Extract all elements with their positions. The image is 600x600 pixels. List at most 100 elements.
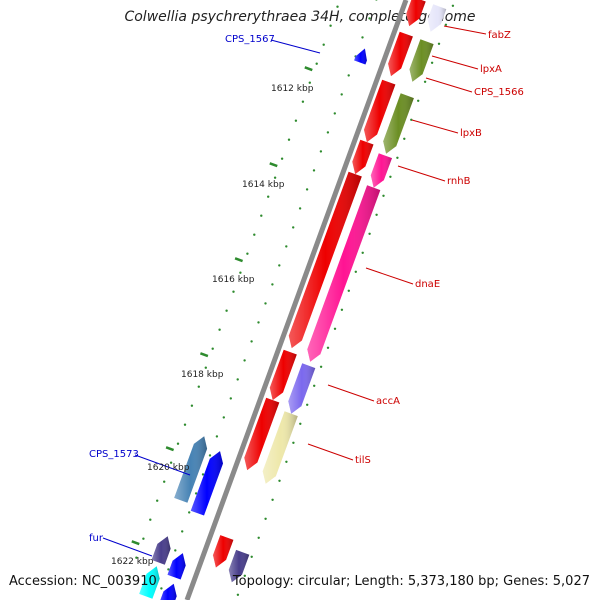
tick-dot (204, 366, 207, 369)
tick-dot (264, 302, 267, 305)
tick-dot (236, 593, 240, 596)
gene-label-accA[interactable]: accA (376, 396, 400, 407)
tick-dot (135, 556, 138, 559)
tick-dot (174, 549, 177, 552)
tick-dot (267, 195, 270, 198)
scale-major-tick (269, 162, 278, 168)
tick-dot (333, 327, 337, 330)
tick-dot (285, 245, 288, 248)
scale-label-1614: 1614 kbp (242, 180, 285, 190)
gene-label-lpxB[interactable]: lpxB (460, 128, 482, 139)
gene-feature-shade (370, 153, 392, 188)
tick-dot (257, 536, 260, 539)
gene-feature-shade (288, 363, 316, 414)
tick-dot (201, 473, 205, 476)
tick-dot (239, 271, 242, 274)
gene-feature-shade (244, 397, 280, 471)
gene-label-tilS[interactable]: tilS (355, 455, 371, 466)
tick-dot (340, 308, 344, 311)
gene-label-fur[interactable]: fur (89, 533, 104, 544)
leader-line (270, 39, 321, 54)
tick-dot (197, 385, 200, 388)
tick-dot (322, 43, 325, 46)
tick-dot (354, 270, 357, 273)
tick-dot (417, 99, 420, 103)
tick-dot (188, 511, 191, 514)
scale-label-1612: 1612 kbp (271, 84, 314, 94)
tick-dot (229, 397, 232, 400)
tick-dot (250, 340, 253, 343)
tick-dot (211, 347, 214, 350)
tick-dot (312, 169, 316, 172)
tick-dot (389, 175, 392, 178)
leader-line (425, 77, 473, 93)
tick-dot (156, 499, 159, 502)
scale-major-tick (199, 352, 209, 358)
gene-label-CPS_1573[interactable]: CPS_1573 (89, 449, 139, 460)
gene-label-dnaE[interactable]: dnaE (415, 279, 440, 290)
tick-dot (423, 80, 427, 84)
tick-dot (278, 479, 281, 482)
gene-feature-shade (383, 93, 414, 154)
genome-backbone-line (184, 0, 409, 600)
tick-dot (280, 157, 284, 160)
tick-dot (243, 574, 246, 577)
scale-major-tick (234, 257, 244, 263)
tick-dot (396, 156, 399, 159)
tick-dot (253, 233, 256, 236)
gene-feature-shade (352, 139, 374, 175)
gene-feature-shade (269, 349, 297, 401)
tick-dot (299, 422, 302, 425)
tick-dot (326, 346, 330, 349)
tick-dot (194, 492, 198, 495)
tick-dot (368, 232, 371, 235)
scale-label-1620: 1620 kbp (147, 463, 190, 473)
gene-label-rnhB[interactable]: rnhB (447, 176, 471, 187)
tick-dot (301, 100, 305, 103)
tick-dot (451, 4, 455, 8)
tick-dot (292, 441, 295, 444)
tick-dot (287, 138, 291, 141)
tick-dot (271, 498, 274, 501)
tick-dot (236, 378, 239, 381)
gene-label-fabZ[interactable]: fabZ (488, 30, 511, 41)
gene-feature-shade (427, 4, 447, 32)
tick-dot (181, 530, 184, 533)
tick-dot (271, 283, 274, 286)
tick-dot (232, 290, 235, 293)
gene-label-CPS_1567[interactable]: CPS_1567 (225, 34, 275, 45)
gene-feature-shade (228, 549, 250, 583)
tick-dot (313, 384, 316, 387)
gene-feature-shade (160, 583, 177, 600)
scale-label-1622: 1622 kbp (111, 557, 154, 567)
tick-dot (260, 214, 263, 217)
tick-dot (128, 575, 131, 578)
tick-dot (149, 518, 152, 521)
tick-dot (169, 461, 173, 464)
leader-line (365, 267, 414, 285)
tick-dot (208, 454, 212, 457)
leader-line (327, 384, 375, 402)
tick-dot (298, 207, 302, 210)
leader-line (431, 55, 479, 70)
tick-dot (319, 365, 323, 368)
tick-dot (246, 252, 249, 255)
tick-dot (403, 137, 406, 140)
scale-major-tick (304, 66, 313, 72)
tick-dot (347, 289, 350, 292)
gene-feature-shade (213, 535, 234, 568)
tick-dot (308, 81, 311, 84)
gene-feature-shade (288, 171, 362, 349)
tick-dot (347, 74, 350, 77)
tick-dot (142, 537, 145, 540)
tick-dot (382, 194, 385, 197)
gene-label-lpxA[interactable]: lpxA (480, 64, 502, 75)
gene-feature-shade (406, 0, 426, 27)
gene-label-CPS_1566[interactable]: CPS_1566 (474, 87, 524, 98)
tick-dot (306, 403, 309, 406)
tick-dot (305, 188, 309, 191)
tick-dot (167, 568, 170, 571)
tick-dot (437, 42, 441, 45)
tick-dot (250, 555, 253, 558)
